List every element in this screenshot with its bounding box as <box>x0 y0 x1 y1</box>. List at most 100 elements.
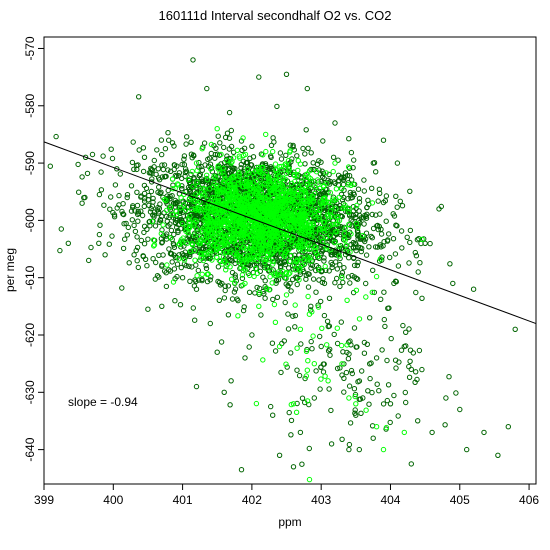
data-point-dark <box>134 202 141 209</box>
data-point-bright <box>231 234 238 241</box>
data-point-dark <box>141 190 148 197</box>
data-point-dark <box>58 226 64 232</box>
data-point-bright <box>234 147 241 154</box>
data-point-bright <box>202 210 209 217</box>
data-point-dark <box>386 231 392 237</box>
data-point-dark <box>178 264 185 271</box>
data-point-dark <box>124 192 131 198</box>
data-point-bright <box>293 203 299 210</box>
data-point-dark <box>142 256 149 262</box>
data-point-bright <box>344 297 350 303</box>
data-point-dark <box>337 283 343 290</box>
data-point-bright <box>318 234 324 241</box>
data-point-dark <box>353 247 359 254</box>
data-point-bright <box>242 238 248 244</box>
data-point-bright <box>211 195 218 201</box>
data-point-bright <box>187 213 193 219</box>
data-point-dark <box>351 157 357 163</box>
data-point-dark <box>120 211 126 217</box>
data-point-dark <box>356 208 362 214</box>
data-point-bright <box>237 155 243 161</box>
data-point-dark <box>358 410 364 416</box>
data-point-bright <box>322 263 328 270</box>
data-point-bright <box>313 244 319 251</box>
data-point-bright <box>304 200 310 206</box>
data-point-bright <box>297 246 304 253</box>
data-point-bright <box>268 268 274 274</box>
data-point-bright <box>305 358 311 364</box>
data-point-bright <box>199 271 205 277</box>
data-point-dark <box>108 146 114 152</box>
data-point-dark <box>89 151 96 158</box>
y-tick-label: -610 <box>23 265 37 289</box>
data-point-dark <box>173 200 179 206</box>
data-point-bright <box>263 170 270 176</box>
data-point-dark <box>229 269 236 276</box>
data-point-dark <box>254 284 260 291</box>
data-point-dark <box>363 280 369 287</box>
data-point-dark <box>308 166 314 173</box>
data-point-dark <box>343 369 350 376</box>
data-point-dark <box>199 167 206 173</box>
y-tick-label: -590 <box>23 151 37 175</box>
data-point-bright <box>356 316 363 322</box>
data-point-dark <box>179 161 185 168</box>
data-point-bright <box>243 180 250 187</box>
data-point-dark <box>325 189 331 196</box>
data-point-dark <box>274 294 281 300</box>
data-point-dark <box>356 446 362 453</box>
data-point-dark <box>319 279 325 286</box>
data-point-bright <box>401 429 407 436</box>
data-point-bright <box>219 186 225 192</box>
data-point-bright <box>266 178 272 185</box>
data-point-bright <box>304 254 311 260</box>
data-point-dark <box>146 192 152 199</box>
data-point-dark <box>346 446 352 453</box>
data-point-dark <box>353 214 359 221</box>
data-point-dark <box>337 365 343 371</box>
data-point-dark <box>124 194 130 201</box>
data-point-bright <box>219 219 225 225</box>
data-point-dark <box>391 213 398 219</box>
data-point-bright <box>327 190 333 196</box>
data-point-bright <box>183 207 189 213</box>
data-point-bright <box>200 185 207 192</box>
data-point-bright <box>260 257 267 263</box>
data-point-dark <box>187 253 193 260</box>
data-point-bright <box>316 207 323 214</box>
data-point-dark <box>339 372 345 378</box>
data-point-bright <box>273 215 279 221</box>
data-point-bright <box>187 219 193 225</box>
data-point-bright <box>295 167 301 174</box>
data-point-bright <box>330 168 336 175</box>
data-point-dark <box>156 210 162 217</box>
data-point-dark <box>109 233 115 239</box>
data-point-dark <box>443 395 449 401</box>
data-point-dark <box>321 258 327 264</box>
data-point-dark <box>334 365 341 372</box>
data-point-bright <box>339 275 345 281</box>
data-point-dark <box>209 165 215 171</box>
data-point-dark <box>130 139 136 145</box>
data-point-bright <box>173 208 180 215</box>
data-point-bright <box>311 237 318 243</box>
data-point-dark <box>165 223 171 229</box>
data-point-bright <box>285 226 291 232</box>
data-point-bright <box>270 261 276 267</box>
data-point-bright <box>302 174 308 181</box>
data-point-dark <box>422 240 428 247</box>
data-point-bright <box>345 164 352 170</box>
data-point-dark <box>239 275 246 282</box>
data-point-dark <box>325 348 332 354</box>
data-point-bright <box>305 293 311 300</box>
data-point-bright <box>181 257 188 263</box>
data-point-bright <box>200 257 207 264</box>
data-point-bright <box>158 230 165 237</box>
data-point-bright <box>286 258 293 265</box>
data-point-dark <box>346 255 352 261</box>
data-point-bright <box>334 325 340 331</box>
data-point-dark <box>384 397 390 404</box>
data-point-dark <box>262 278 268 284</box>
data-point-dark <box>133 247 139 254</box>
data-point-bright <box>235 313 241 319</box>
